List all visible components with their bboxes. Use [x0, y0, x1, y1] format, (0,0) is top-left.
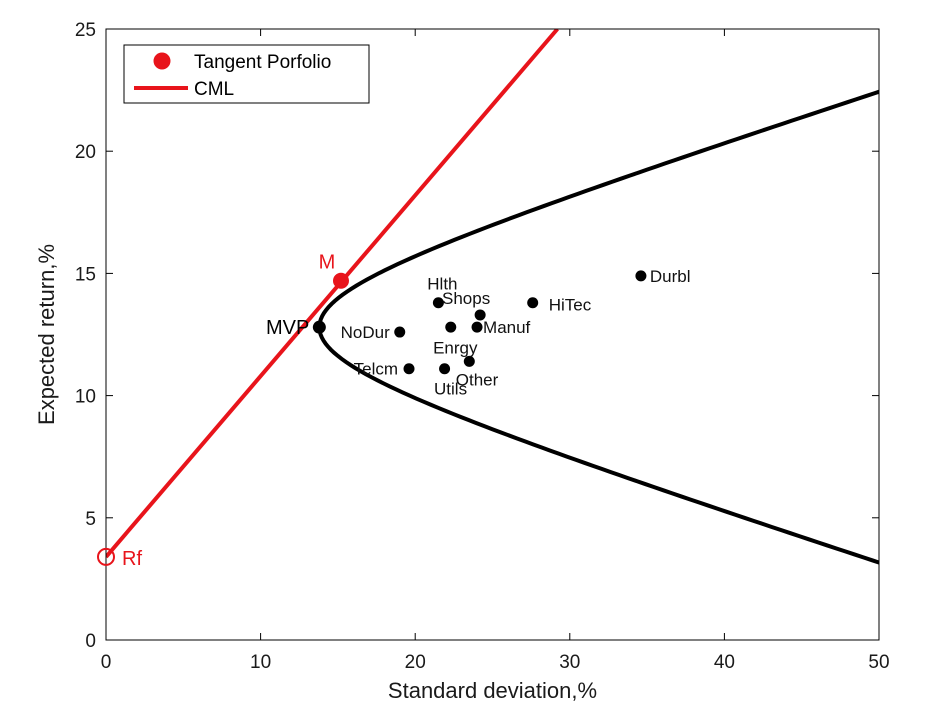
y-tick-label: 0 — [85, 631, 96, 652]
asset-label-manuf: Manuf — [483, 318, 531, 337]
y-tick-label: 20 — [75, 142, 96, 163]
point-m — [332, 272, 349, 289]
asset-label-hlth: Hlth — [427, 275, 457, 294]
x-tick-label: 20 — [405, 652, 426, 673]
asset-point-enrgy — [463, 355, 475, 367]
asset-point-manuf — [471, 321, 483, 333]
efficient-frontier-curve — [317, 89, 879, 565]
point-label-rf: Rf — [122, 548, 142, 570]
x-tick-label: 10 — [250, 652, 271, 673]
y-tick-label: 5 — [85, 509, 96, 530]
x-tick-label: 40 — [714, 652, 735, 673]
asset-label-shops: Shops — [442, 289, 490, 308]
y-tick-label: 15 — [75, 264, 96, 285]
asset-label-hitec: HiTec — [549, 296, 592, 315]
asset-label-utils: Utils — [434, 380, 467, 399]
point-label-mvp: MVP — [266, 317, 309, 339]
point-mvp — [312, 320, 326, 334]
asset-point-durbl — [635, 270, 647, 282]
plot-area-frame — [105, 28, 880, 641]
point-label-m: M — [319, 252, 336, 274]
y-tick-label: 25 — [75, 20, 96, 41]
asset-label-telcm: Telcm — [354, 360, 398, 379]
legend-label-tangent: Tangent Porfolio — [194, 52, 331, 73]
x-tick-label: 0 — [101, 652, 112, 673]
asset-point-other — [445, 321, 457, 333]
asset-label-nodur: NoDur — [341, 323, 390, 342]
asset-point-telcm — [403, 363, 415, 375]
x-tick-label: 50 — [868, 652, 889, 673]
asset-point-hitec — [527, 297, 539, 309]
x-tick-label: 30 — [559, 652, 580, 673]
asset-label-durbl: Durbl — [650, 267, 691, 286]
asset-label-other: Other — [456, 370, 499, 389]
y-axis-title: Expected return,% — [34, 244, 59, 425]
point-rf — [97, 547, 115, 566]
asset-point-shops — [474, 309, 486, 321]
legend-marker-tangent — [153, 52, 171, 70]
legend: Tangent Porfolio CML — [123, 44, 370, 104]
legend-label-cml: CML — [194, 79, 234, 100]
y-tick-label: 10 — [75, 387, 96, 408]
asset-label-enrgy: Enrgy — [433, 338, 478, 357]
asset-point-nodur — [394, 326, 406, 338]
asset-point-hlth — [432, 297, 444, 309]
cml-line — [106, 29, 559, 559]
asset-point-utils — [439, 363, 451, 375]
x-axis-title: Standard deviation,% — [388, 678, 597, 703]
